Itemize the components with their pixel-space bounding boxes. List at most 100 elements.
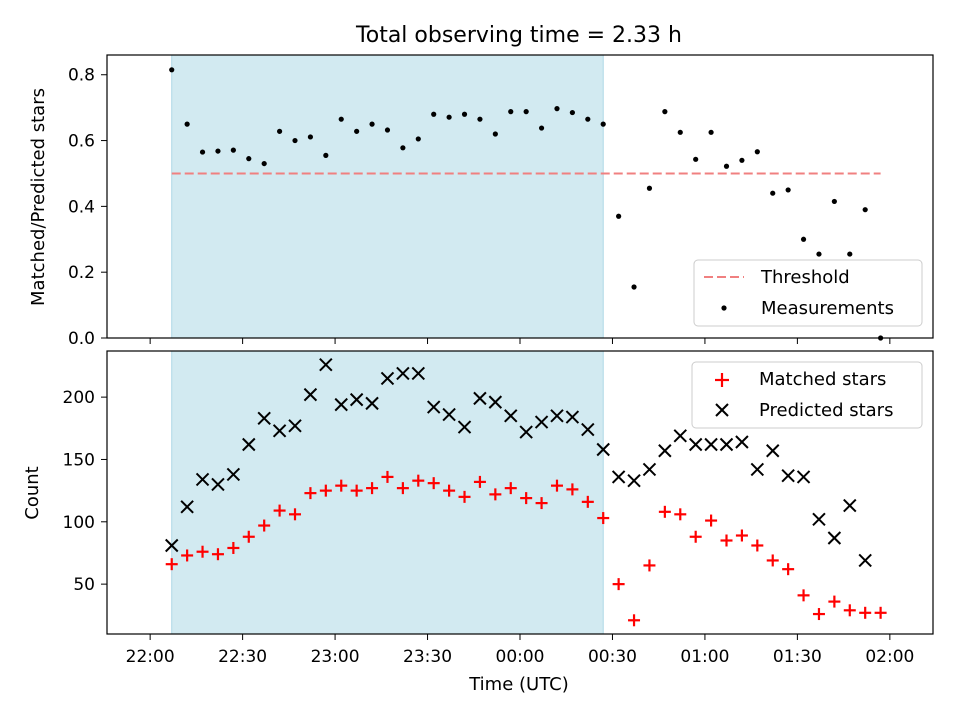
measurement-point [246,156,252,162]
top-y-tick-label: 0.2 [68,263,95,283]
predicted-star-point [211,477,225,492]
matched-star-point [335,479,348,492]
bottom-y-tick-label: 200 [63,388,95,408]
measurement-point [307,134,314,140]
predicted-star-point [827,531,842,545]
measurement-point [431,111,437,117]
measurement-point [215,148,221,154]
measurement-point [862,207,868,213]
predicted-star-point [796,470,811,484]
predicted-star-point [581,422,595,437]
measurement-points [169,67,884,341]
measurement-point [569,109,575,116]
bottom-y-axis-label: Count [22,466,43,519]
matched-star-point [674,508,687,521]
predicted-star-point [165,538,179,553]
measurement-point [199,149,206,155]
bottom-y-tick-label: 50 [73,575,95,595]
matched-star-point [366,482,379,495]
x-tick-label: 00:00 [496,647,545,667]
matched-star-point [628,614,641,627]
matched-star-point [874,606,887,619]
measurement-point [354,128,360,134]
x-tick-label: 02:00 [865,647,914,667]
top-y-tick-label: 0.0 [68,329,95,349]
predicted-star-point [642,462,657,477]
predicted-star-point [766,444,780,458]
legend-threshold-label: Threshold [760,267,850,288]
measurement-point [631,284,637,290]
matched-star-point [828,595,841,608]
measurement-point [446,114,452,120]
bottom-axes-frame [106,350,934,635]
predicted-star-point [627,473,641,488]
predicted-star-point [719,437,734,452]
matched-star-point [289,508,302,521]
measurement-point [723,163,730,169]
measurement-point [847,251,853,257]
matched-star-point [735,529,748,542]
predicted-star-point [195,472,210,487]
measurement-point [292,137,298,144]
predicted-star-point [750,462,765,477]
matched-star-point [751,539,764,552]
measurement-point [754,149,760,155]
bottom-y-tick-label: 150 [63,450,95,470]
measurement-point [646,185,653,191]
matched-star-point [181,549,194,562]
legend-matched-swatch [715,373,729,387]
bottom-shaded-region [171,350,604,635]
measurement-point [338,116,344,122]
measurement-point [230,147,236,153]
x-axis-label: Time (UTC) [468,674,569,695]
measurement-point [169,67,175,73]
predicted-star-point [658,444,672,458]
measurement-point [708,129,714,135]
top-y-tick-label: 0.4 [68,197,95,217]
measurement-point [384,127,391,133]
matched-star-point [658,505,671,518]
predicted-star-point [411,366,425,381]
matched-star-point [427,477,440,490]
measurement-point [323,152,329,158]
x-tick-label: 00:30 [588,647,637,667]
matched-star-point [396,482,409,495]
matched-star-point [597,512,610,525]
predicted-star-point [288,419,302,433]
matched-star-point [319,484,332,497]
x-tick-label: 23:00 [311,647,360,667]
measurement-point [600,121,606,127]
bottom-panel: 50 100 150 200 22:00 22:30 23:00 23:30 00:00 00:… [22,350,934,695]
predicted-star-point [365,396,379,411]
predicted-star-point [704,437,718,452]
top-y-axis-label: Matched/Predicted stars [28,88,49,306]
measurement-point [693,156,699,162]
predicted-star-point [303,387,318,402]
matched-star-point [843,604,856,617]
legend-matched-label: Matched stars [759,369,886,390]
top-y-tick-label: 0.8 [68,66,95,86]
predicted-star-point [534,415,549,429]
measurement-point [369,121,375,127]
matched-star-point [242,530,255,543]
measurement-point [662,109,668,115]
x-tick-label: 22:30 [218,647,267,667]
measurement-point [538,125,545,131]
matched-star-point [350,484,363,497]
measurement-point [785,187,791,193]
measurement-point [816,251,822,257]
matched-star-point [273,504,286,517]
predicted-star-point [272,424,287,438]
top-legend-box [693,259,923,327]
measurement-point [770,190,776,196]
legend-predicted-swatch [715,403,729,417]
predicted-star-point [735,435,749,449]
bottom-y-tick-label: 100 [63,513,95,533]
measurement-point [831,198,837,205]
matched-star-point [689,530,702,543]
matched-star-point [165,558,178,571]
measurement-point [739,157,745,163]
x-tick-label: 01:30 [773,647,822,667]
top-shaded-region [171,54,604,339]
